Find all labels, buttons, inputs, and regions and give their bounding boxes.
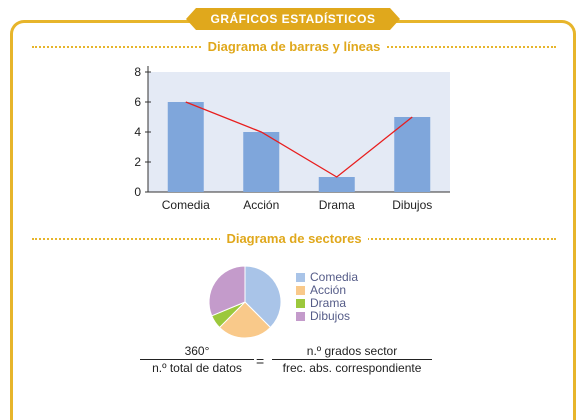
bar-dibujos xyxy=(394,117,431,192)
legend-label: Drama xyxy=(310,296,347,310)
legend-item: Dibujos xyxy=(296,310,358,323)
legend-label: Comedia xyxy=(310,270,359,284)
legend-item: Comedia xyxy=(296,271,358,284)
legend-swatch xyxy=(296,273,305,282)
x-tick-label: Acción xyxy=(243,198,279,212)
y-tick-label: 4 xyxy=(134,125,141,139)
header-title: GRÁFICOS ESTADÍSTICOS xyxy=(210,12,376,26)
y-tick-label: 0 xyxy=(134,185,141,199)
legend-swatch xyxy=(296,299,305,308)
bar-line-section-title: Diagrama de barras y líneas xyxy=(201,39,387,54)
legend-swatch xyxy=(296,286,305,295)
x-tick-label: Dibujos xyxy=(392,198,432,212)
left-denominator: n.º total de datos xyxy=(140,359,254,376)
y-tick-label: 6 xyxy=(134,95,141,109)
legend-item: Acción xyxy=(296,284,358,297)
equals-sign: = xyxy=(256,353,265,369)
bar-line-section-header: Diagrama de barras y líneas xyxy=(32,38,556,54)
pie-section-header: Diagrama de sectores xyxy=(32,230,556,246)
pie-slice-acción xyxy=(218,301,272,339)
right-fraction: n.º grados sector frec. abs. correspondi… xyxy=(272,343,432,376)
bar-comedia xyxy=(167,102,204,192)
pie-slice-comedia xyxy=(244,265,282,329)
bar-drama xyxy=(318,177,355,192)
frequency-line xyxy=(185,101,413,178)
left-fraction: 360° n.º total de datos xyxy=(140,343,254,376)
left-numerator: 360° xyxy=(184,344,210,358)
legend-label: Acción xyxy=(310,283,347,297)
x-tick-label: Comedia xyxy=(162,198,210,212)
header-banner xyxy=(186,8,400,30)
bar-acción xyxy=(243,132,280,192)
pie-legend: Comedia Acción Drama Dibujos xyxy=(296,271,358,323)
y-tick-label: 8 xyxy=(134,65,141,79)
legend-label: Dibujos xyxy=(310,309,351,323)
legend-item: Drama xyxy=(296,297,358,310)
right-denominator: frec. abs. correspondiente xyxy=(272,359,432,376)
legend-swatch xyxy=(296,312,305,321)
x-tick-label: Drama xyxy=(319,198,355,212)
y-tick-label: 2 xyxy=(134,155,141,169)
right-numerator: n.º grados sector xyxy=(306,344,398,358)
pie-chart xyxy=(208,265,282,339)
pie-section-title: Diagrama de sectores xyxy=(220,231,368,246)
pie-slice-dibujos xyxy=(208,265,246,317)
bar-line-chart: 0 2 4 6 8 Comedia Acción Drama Dibujos xyxy=(134,65,450,212)
degrees-formula: 360° n.º total de datos = n.º grados sec… xyxy=(140,343,440,383)
